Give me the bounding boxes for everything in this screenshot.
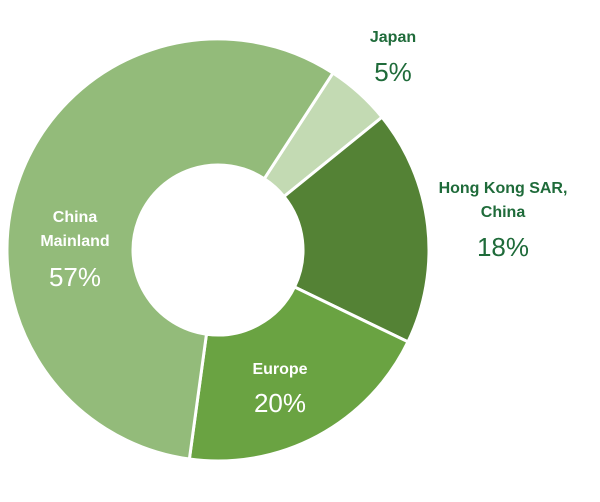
- value-label: 5%: [374, 57, 412, 87]
- donut-slice: [187, 284, 410, 463]
- donut-slice: [281, 115, 431, 344]
- slice-label: Hong Kong SAR, China: [438, 180, 568, 221]
- slice-label: Japan: [369, 29, 417, 46]
- slice-label: Europe: [252, 361, 308, 378]
- value-label: 20%: [253, 388, 307, 418]
- value-label: 57%: [48, 262, 102, 292]
- value-label: 18%: [476, 232, 530, 262]
- donut-slice: [5, 37, 335, 461]
- slice-label: China Mainland: [40, 209, 110, 250]
